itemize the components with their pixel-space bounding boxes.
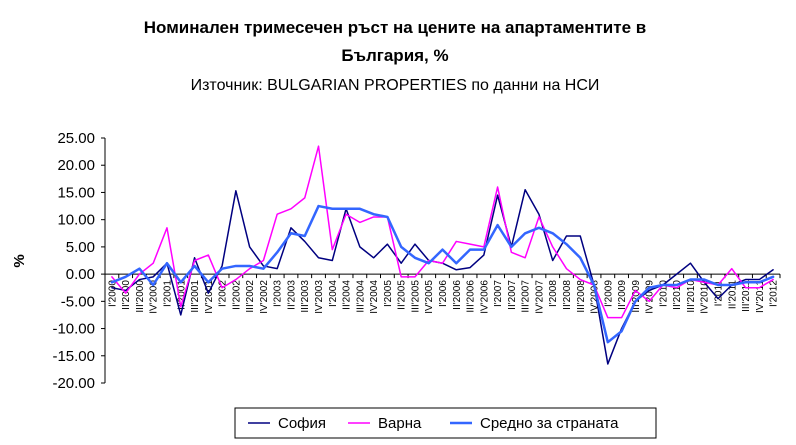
x-tick-label: I'2007 [493, 280, 504, 307]
x-tick-label: III'2003 [300, 280, 311, 313]
x-tick-label: I'2000 [107, 280, 118, 307]
x-tick-label: II'2004 [342, 280, 353, 310]
x-tick-label: IV'2007 [534, 280, 545, 314]
x-tick-label: III'2002 [245, 280, 256, 313]
x-tick-label: IV'2005 [424, 280, 435, 314]
y-tick-label: -5.00 [61, 293, 95, 310]
legend: София Варна Средно за страната [234, 407, 657, 439]
chart-title-line2: България, % [341, 46, 448, 65]
x-tick-label: III'2008 [576, 280, 587, 313]
x-tick-label: I'2001 [162, 280, 173, 307]
chart-title-line1: Номинален тримесечен ръст на цените на а… [144, 18, 646, 37]
plot-area: 25.00 20.00 15.00 10.00 5.00 0.00 -5.00 -10.00 -… [52, 130, 781, 392]
x-tick-label: I'2005 [383, 280, 394, 307]
x-tick-label: IV'2002 [259, 280, 270, 314]
x-tick-label: III'2009 [631, 280, 642, 313]
series-line-1 [111, 188, 774, 365]
x-tick-label: II'2009 [617, 280, 628, 310]
x-tick-label: II'2001 [176, 280, 187, 310]
chart-subtitle: Източник: BULGARIAN PROPERTIES по данни … [191, 77, 600, 94]
x-tick-label: I'2006 [438, 280, 449, 307]
x-tick-label: II'2002 [231, 280, 242, 310]
x-tick-label: II'2010 [672, 280, 683, 310]
y-tick-label: 20.00 [57, 157, 95, 174]
x-tick-label: II'2008 [562, 280, 573, 310]
x-tick-label: IV'2006 [479, 280, 490, 314]
x-tick-label: III'2006 [466, 280, 477, 313]
x-tick-label: II'2007 [507, 280, 518, 310]
x-tick-label: I'2010 [658, 280, 669, 307]
x-tick-label: III'2000 [135, 280, 146, 313]
y-tick-label: -15.00 [52, 348, 95, 365]
y-tick-label: 0.00 [66, 266, 95, 283]
x-tick-label: II'2003 [286, 280, 297, 310]
x-tick-label: II'2005 [397, 280, 408, 310]
x-tick-label: IV'2011 [755, 280, 766, 313]
x-tick-label: IV'2000 [149, 280, 160, 314]
x-tick-label: III'2001 [190, 280, 201, 313]
x-tick-label: IV'2008 [590, 280, 601, 314]
x-tick-label: III'2004 [355, 280, 366, 313]
x-tick-label: IV'2010 [700, 280, 711, 314]
x-tick-label: II'2011 [727, 280, 738, 309]
x-tick-label: I'2002 [218, 280, 229, 307]
x-tick-label: III'2010 [686, 280, 697, 313]
x-tick-label: I'2012 [769, 280, 780, 307]
x-tick-label: IV'2004 [369, 280, 380, 314]
y-tick-label: -10.00 [52, 321, 95, 338]
x-tick-label: I'2003 [273, 280, 284, 307]
x-tick-label: III'2011 [741, 280, 752, 312]
x-tick-label: I'2009 [603, 280, 614, 307]
y-tick-label: 10.00 [57, 212, 95, 229]
y-tick-label: 5.00 [66, 239, 95, 256]
legend-box [234, 407, 657, 439]
legend-label-2: Варна [378, 415, 422, 432]
y-axis-label: % [11, 254, 28, 267]
x-tick-label: III'2007 [521, 280, 532, 313]
x-tick-label: IV'2001 [204, 280, 215, 314]
legend-label-1: София [278, 415, 326, 432]
y-tick-label: -20.00 [52, 375, 95, 392]
x-tick-label: IV'2003 [314, 280, 325, 314]
legend-label-3: Средно за страната [480, 415, 619, 432]
x-tick-label: II'2006 [452, 280, 463, 310]
x-tick-label: I'2004 [328, 280, 339, 307]
x-tick-label: I'2008 [548, 280, 559, 307]
x-tick-label: III'2005 [410, 280, 421, 313]
x-tick-label: I'2011 [714, 280, 725, 307]
x-tick-label: II'2000 [121, 280, 132, 310]
y-tick-label: 25.00 [57, 130, 95, 147]
x-tick-label: IV'2009 [645, 280, 656, 314]
y-tick-label: 15.00 [57, 184, 95, 201]
series-line-3 [110, 204, 775, 344]
